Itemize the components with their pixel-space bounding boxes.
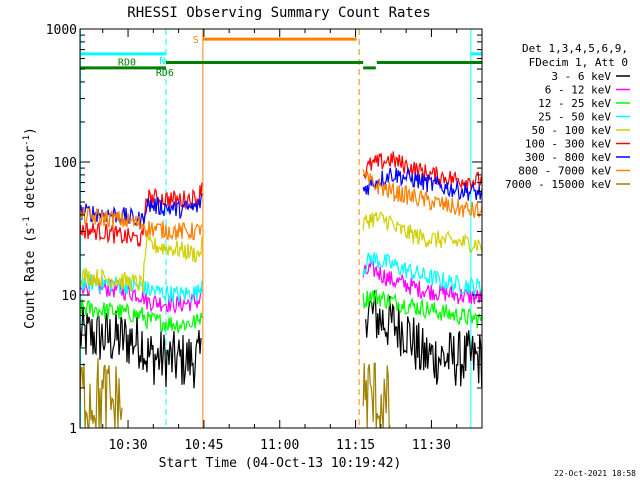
legend-label-25-50-kev: 25 - 50 keV — [538, 111, 611, 124]
y-axis-label-part-3: ) — [23, 127, 38, 135]
legend-header-1: Det 1,3,4,5,6,9, — [522, 42, 628, 55]
y-tick-label-10: 10 — [61, 289, 77, 304]
y-axis-label-exp-1: -1 — [22, 216, 32, 227]
y-axis-label-exp-2: -1 — [22, 135, 32, 146]
x-axis-label: Start Time (04-Oct-13 10:19:42) — [159, 456, 402, 471]
y-axis-label-part-2: detector — [23, 146, 38, 217]
flag-label-n: N — [159, 56, 165, 67]
legend-label-3-6-kev: 3 - 6 keV — [551, 70, 611, 83]
series-line-800-7000-kev-2 — [362, 169, 482, 219]
legend-label-300-800-kev: 300 - 800 keV — [525, 151, 611, 164]
x-tick-label-11-30: 11:30 — [412, 438, 451, 453]
series-line-300-800-kev-2 — [362, 166, 482, 201]
x-tick-label-11-00: 11:00 — [260, 438, 299, 453]
series-layer — [80, 151, 482, 428]
legend: Det 1,3,4,5,6,9, FDecim 1, Att 0 3 - 6 k… — [505, 42, 630, 191]
y-tick-label-1: 1 — [69, 422, 77, 437]
plot-area-frame — [79, 28, 483, 429]
series-line-25-50-kev-1 — [80, 273, 203, 303]
axes-layer: 10:30 10:45 11:00 11:15 11:30 1 10 100 1000 — [46, 23, 483, 453]
series-line-7000-15000-kev-2 — [362, 362, 391, 428]
legend-label-7000-15000-kev: 7000 - 15000 keV — [505, 178, 611, 191]
legend-label-12-25-kev: 12 - 25 keV — [538, 97, 611, 110]
series-line-50-100-kev-2 — [362, 211, 482, 254]
series-line-100-300-kev-2 — [362, 151, 482, 190]
footer-timestamp: 22-Oct-2021 18:58 — [554, 469, 636, 478]
series-line-6-12-kev-2 — [362, 259, 482, 305]
series-line-800-7000-kev-1 — [80, 207, 203, 241]
series-line-3-6-kev-2 — [365, 290, 482, 387]
series-line-12-25-kev-2 — [362, 289, 482, 329]
legend-header-2: FDecim 1, Att 0 — [529, 56, 628, 69]
series-line-50-100-kev-1 — [80, 234, 203, 293]
series-line-7000-15000-kev-1 — [80, 358, 123, 428]
series-line-12-25-kev-1 — [80, 299, 203, 334]
flag-label-rd0: RD0 — [118, 57, 136, 68]
flag-label-rd6: RD6 — [156, 68, 174, 79]
y-tick-label-100: 100 — [54, 156, 77, 171]
x-tick-label-10-45: 10:45 — [184, 438, 223, 453]
series-line-25-50-kev-2 — [362, 251, 482, 296]
series-line-100-300-kev-1 — [80, 182, 203, 247]
y-axis-label: Count Rate (s-1 detector-1) — [22, 127, 38, 329]
legend-label-6-12-kev: 6 - 12 keV — [545, 84, 612, 97]
flag-label-s: S — [193, 35, 199, 46]
x-tick-label-11-15: 11:15 — [336, 438, 375, 453]
series-line-300-800-kev-1 — [80, 193, 203, 230]
legend-label-50-100-kev: 50 - 100 keV — [532, 124, 612, 137]
flags-layer: N S RD0 RD6 — [80, 35, 482, 79]
x-tick-label-10-30: 10:30 — [108, 438, 147, 453]
y-axis-label-part-1: Count Rate (s — [23, 227, 38, 329]
legend-label-100-300-kev: 100 - 300 keV — [525, 138, 611, 151]
y-tick-label-1000: 1000 — [46, 23, 77, 38]
chart-title: RHESSI Observing Summary Count Rates — [127, 5, 430, 21]
series-line-3-6-kev-1 — [80, 306, 202, 389]
legend-label-800-7000-kev: 800 - 7000 keV — [518, 165, 611, 178]
